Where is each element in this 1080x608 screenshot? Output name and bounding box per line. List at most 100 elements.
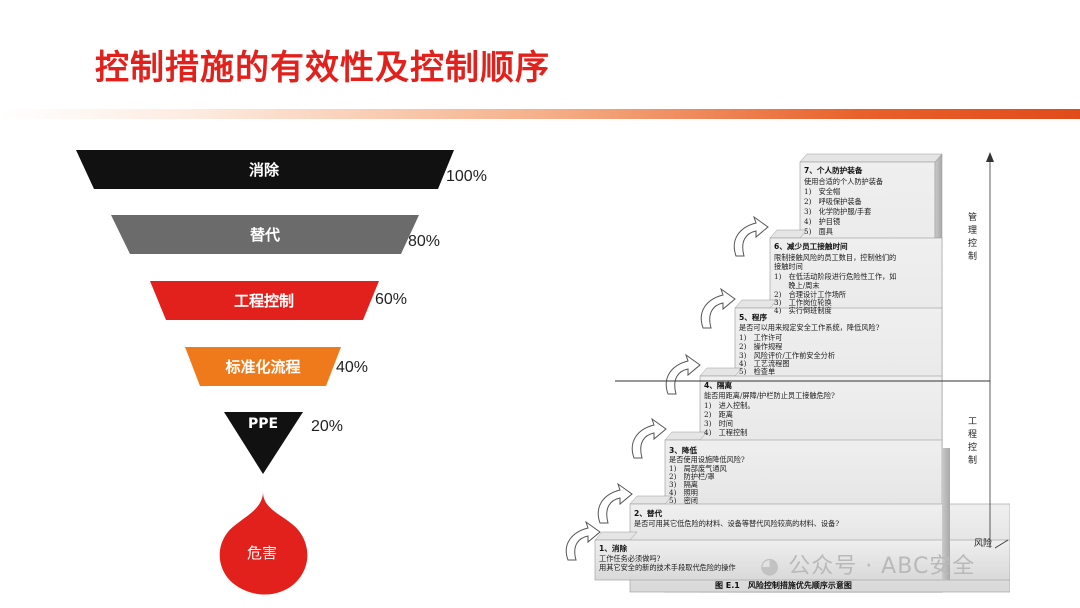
svg-text:5、程序: 5、程序 (739, 312, 767, 322)
curved-arrow-icon (631, 417, 667, 459)
svg-text:4) 照明: 4) 照明 (669, 488, 698, 497)
risk-axis-arrow-up (986, 152, 994, 162)
funnel-label-ppe: PPE (248, 416, 278, 432)
title-underline (0, 109, 1080, 119)
svg-text:4) 工程控制: 4) 工程控制 (704, 428, 747, 437)
svg-text:晚上/周末: 晚上/周末 (774, 281, 820, 290)
svg-text:3) 时间: 3) 时间 (704, 419, 733, 428)
control-hierarchy-funnel: 消除 100% 替代 80% 工程控制 60% 标准化流程 40% PPE 20… (76, 150, 487, 595)
step-3-text: 3、降低 是否使用设施降低风险? 1) 局部废气通风 2) 防护栏/罩 3) 隔… (669, 445, 745, 505)
management-control-label: 管理控制 (968, 211, 977, 262)
hazard-label: 危害 (247, 544, 277, 562)
curved-arrow-icon (700, 287, 736, 329)
risk-control-staircase-figure: 7、个人防护装备 使用合适的个人防护装备 1) 安全帽 2) 呼吸保护装备 3)… (560, 148, 1011, 596)
svg-text:2) 防护栏/罩: 2) 防护栏/罩 (669, 472, 715, 481)
svg-text:用其它安全的新的技术手段取代危险的操作: 用其它安全的新的技术手段取代危险的操作 (599, 563, 736, 572)
wechat-icon: ◕ (760, 554, 781, 579)
svg-text:接触时间: 接触时间 (774, 262, 803, 271)
funnel-level-administrative (185, 347, 341, 386)
svg-text:是否使用设施降低风险?: 是否使用设施降低风险? (669, 455, 745, 464)
funnel-percent-administrative: 40% (336, 359, 368, 376)
svg-text:3) 工作岗位轮换: 3) 工作岗位轮换 (774, 298, 832, 307)
svg-text:是否可以用来规定安全工作系统，降低风险?: 是否可以用来规定安全工作系统，降低风险? (739, 323, 880, 332)
svg-text:1) 工作许可: 1) 工作许可 (739, 333, 782, 342)
curved-arrow-icon (665, 353, 701, 395)
step-4-text: 4、隔离 能否用距离/屏障/护栏防止员工接触危险? 1) 进入控制。 2) 距离… (704, 380, 835, 437)
engineering-control-label: 工程控制 (968, 417, 977, 466)
svg-text:4) 实行倒班制度: 4) 实行倒班制度 (774, 306, 832, 315)
side-label-char: 工 (968, 417, 977, 427)
svg-text:6、减少员工接触时间: 6、减少员工接触时间 (774, 241, 848, 251)
svg-text:限制接触风险的员工数目，控制他们的: 限制接触风险的员工数目，控制他们的 (774, 253, 896, 262)
step-5-text: 5、程序 是否可以用来规定安全工作系统，降低风险? 1) 工作许可 2) 操作规… (739, 312, 880, 376)
step-3-block (664, 431, 708, 441)
funnel-percent-engineering: 60% (375, 291, 407, 308)
curved-arrow-icon (597, 482, 633, 524)
svg-text:4) 工艺流程图: 4) 工艺流程图 (739, 359, 790, 368)
funnel-percent-ppe: 20% (311, 418, 343, 435)
side-label-char: 制 (968, 454, 977, 466)
svg-text:3) 化学防护服/手套: 3) 化学防护服/手套 (804, 207, 871, 216)
svg-text:能否用距离/屏障/护栏防止员工接触危险?: 能否用距离/屏障/护栏防止员工接触危险? (704, 391, 835, 400)
svg-text:1) 局部废气通风: 1) 局部废气通风 (669, 464, 727, 473)
step-7-block (799, 153, 943, 163)
svg-text:工作任务必须做吗?: 工作任务必须做吗? (599, 554, 661, 563)
svg-text:5) 面具: 5) 面具 (804, 227, 833, 236)
funnel-label-administrative: 标准化流程 (224, 358, 300, 376)
svg-text:2) 距离: 2) 距离 (704, 410, 733, 419)
funnel-label-substitute: 替代 (250, 226, 280, 244)
step-4-block (699, 367, 743, 377)
watermark: ◕ 公众号 · ABC安全 (760, 548, 975, 580)
watermark-text: 公众号 · ABC安全 (788, 554, 976, 579)
hazard-drop-shape (219, 492, 308, 595)
svg-text:5) 检查单: 5) 检查单 (739, 367, 775, 376)
funnel-percent-substitute: 80% (408, 233, 440, 250)
curved-arrow-icon (565, 520, 601, 561)
svg-text:管理控制: 管理控制 (968, 211, 977, 262)
svg-text:3、降低: 3、降低 (669, 445, 697, 455)
side-label-char: 控 (968, 441, 977, 453)
page-title: 控制措施的有效性及控制顺序 (95, 48, 550, 88)
staircase-steps (594, 153, 1011, 593)
step-1-block (594, 531, 638, 541)
funnel-label-eliminate: 消除 (249, 161, 280, 179)
risk-label: 风险 (974, 537, 992, 549)
svg-text:1、消除: 1、消除 (599, 543, 627, 553)
side-label-char: 控 (968, 237, 977, 249)
svg-text:是否可用其它低危险的材料、设备等替代风险较高的材料、设备?: 是否可用其它低危险的材料、设备等替代风险较高的材料、设备? (634, 519, 839, 528)
side-label-char: 程 (968, 429, 977, 440)
step-arrows (565, 215, 769, 561)
svg-text:7、个人防护装备: 7、个人防护装备 (804, 165, 863, 175)
step-5-block (734, 299, 778, 309)
svg-text:2) 合理设计工作场所: 2) 合理设计工作场所 (774, 290, 846, 299)
svg-text:工程控制: 工程控制 (968, 417, 977, 466)
funnel-label-engineering: 工程控制 (234, 292, 294, 310)
svg-text:1) 安全帽: 1) 安全帽 (804, 187, 840, 196)
curved-arrow-icon (733, 215, 769, 257)
funnel-level-eliminate (76, 150, 454, 189)
svg-text:3) 风险评价/工作前安全分析: 3) 风险评价/工作前安全分析 (739, 351, 835, 360)
step-2-text: 2、替代 是否可用其它低危险的材料、设备等替代风险较高的材料、设备? (634, 508, 839, 528)
funnel-level-ppe (224, 412, 303, 474)
funnel-level-substitute (111, 215, 419, 254)
step-1-face (594, 539, 1011, 581)
svg-text:使用合适的个人防护装备: 使用合适的个人防护装备 (804, 177, 883, 186)
side-label-char: 管 (968, 211, 977, 223)
step-2-block (629, 495, 673, 505)
side-label-char: 理 (968, 225, 977, 236)
svg-text:2、替代: 2、替代 (634, 508, 662, 518)
svg-text:5) 密闭: 5) 密闭 (669, 496, 698, 505)
svg-text:4、隔离: 4、隔离 (704, 380, 732, 390)
figure-caption: 图 E.1 风险控制措施优先顺序示意图 (715, 580, 852, 590)
funnel-percent-eliminate: 100% (446, 168, 487, 185)
svg-text:1) 进入控制。: 1) 进入控制。 (704, 401, 755, 410)
svg-text:1) 在低活动阶段进行危险性工作，如: 1) 在低活动阶段进行危险性工作，如 (774, 272, 896, 281)
step-7-text: 7、个人防护装备 使用合适的个人防护装备 1) 安全帽 2) 呼吸保护装备 3)… (804, 165, 883, 236)
funnel-level-engineering (150, 281, 379, 320)
svg-text:2) 操作规程: 2) 操作规程 (739, 342, 782, 351)
step-6-text: 6、减少员工接触时间 限制接触风险的员工数目，控制他们的 接触时间 1) 在低活… (774, 241, 896, 315)
step-1-text: 1、消除 工作任务必须做吗? 用其它安全的新的技术手段取代危险的操作 (599, 543, 736, 572)
svg-text:2) 呼吸保护装备: 2) 呼吸保护装备 (804, 197, 862, 206)
side-label-char: 制 (968, 250, 977, 262)
svg-text:4) 护目镜: 4) 护目镜 (804, 217, 840, 226)
